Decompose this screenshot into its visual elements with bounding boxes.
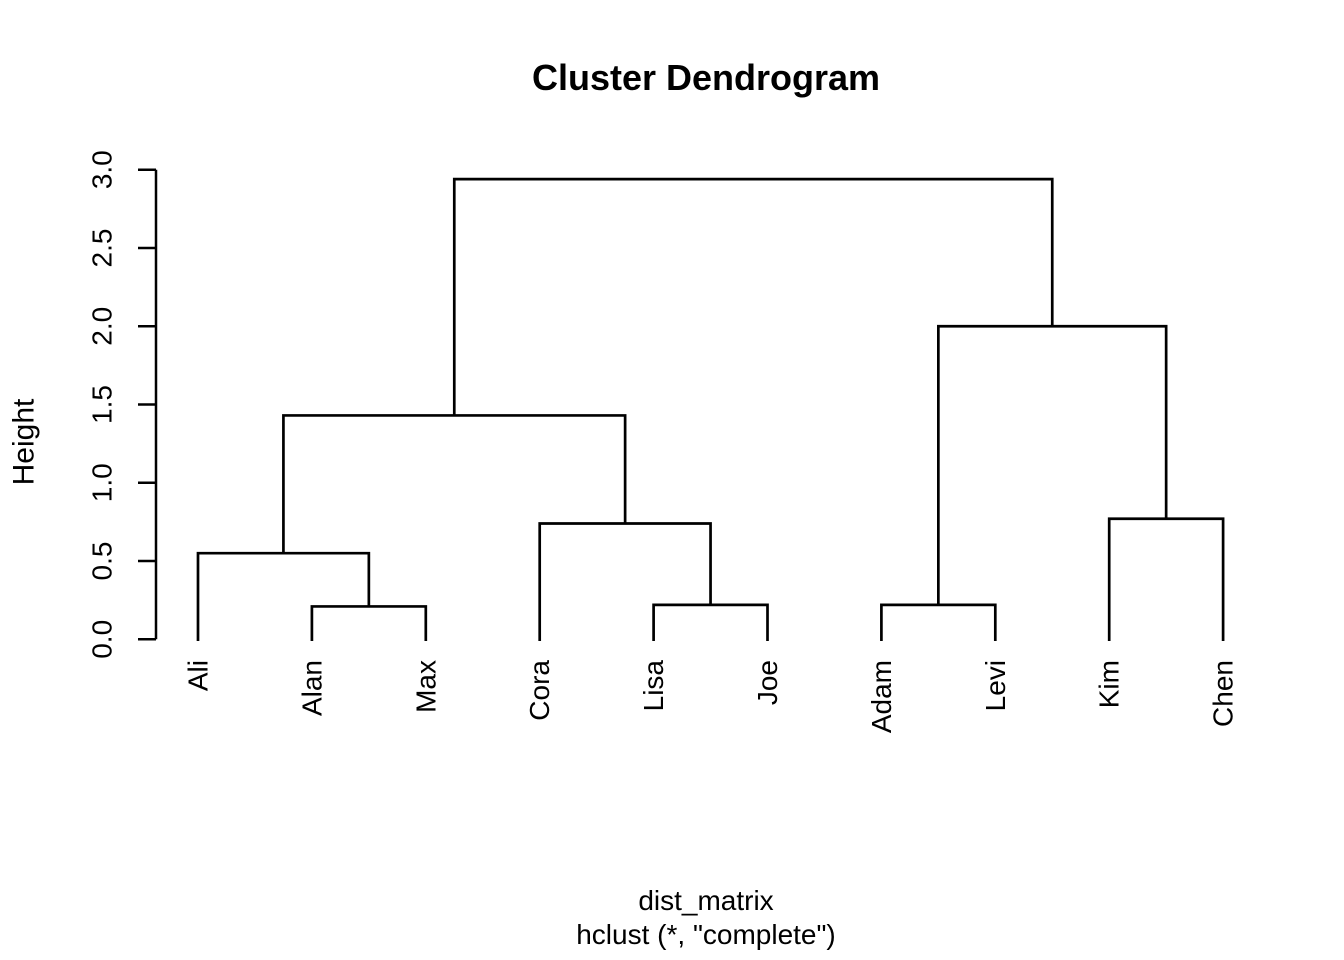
caption-line2: hclust (*, "complete")	[576, 919, 836, 950]
leaf-label-adam: Adam	[866, 660, 897, 733]
cluster-link-n6	[1107, 517, 1225, 641]
y-axis	[138, 168, 158, 641]
y-tick-label: 2.5	[87, 229, 118, 268]
leaf-label-levi: Levi	[980, 660, 1011, 711]
cluster-link-n8	[937, 324, 1168, 605]
dendrogram-tree	[196, 177, 1225, 641]
cluster-link-n2	[652, 603, 769, 641]
cluster-link-n1	[310, 605, 428, 641]
leaf-label-alan: Alan	[296, 660, 327, 716]
y-axis-label: Height	[8, 398, 41, 485]
y-tick-label: 0.5	[87, 542, 118, 581]
leaf-label-kim: Kim	[1094, 660, 1125, 708]
y-tick-label: 2.0	[87, 307, 118, 346]
leaf-label-cora: Cora	[524, 660, 555, 721]
cluster-link-n5	[538, 522, 712, 641]
y-tick-label: 1.5	[87, 385, 118, 424]
y-axis-tick-labels: 0.0 0.5 1.0 1.5 2.0 2.5 3.0	[87, 150, 118, 659]
cluster-link-n3	[880, 603, 997, 641]
cluster-link-n4	[196, 551, 371, 641]
leaf-label-joe: Joe	[752, 660, 783, 705]
leaf-label-chen: Chen	[1208, 660, 1239, 727]
caption-line1: dist_matrix	[638, 885, 773, 916]
leaf-label-ali: Ali	[183, 660, 214, 691]
y-tick-label: 3.0	[87, 150, 118, 189]
leaf-labels: Ali Alan Max Cora Lisa Joe Adam Levi Kim Chen	[183, 660, 1239, 734]
leaf-label-lisa: Lisa	[638, 660, 669, 712]
cluster-link-n7	[282, 414, 627, 554]
chart-title: Cluster Dendrogram	[532, 57, 880, 98]
y-tick-label: 0.0	[87, 620, 118, 659]
cluster-link-n9	[452, 177, 1054, 416]
leaf-label-max: Max	[410, 660, 441, 713]
y-tick-label: 1.0	[87, 463, 118, 502]
